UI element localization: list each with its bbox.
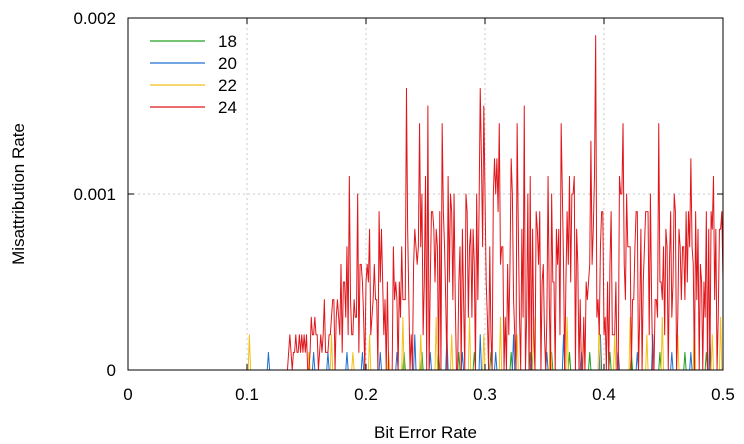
x-tick-label: 0.5 — [711, 385, 735, 404]
x-tick-label: 0.1 — [235, 385, 259, 404]
legend-label-22: 22 — [218, 76, 237, 95]
legend-label-18: 18 — [218, 32, 237, 51]
y-tick-label: 0 — [107, 361, 116, 380]
ticks — [127, 17, 724, 371]
x-tick-label: 0.4 — [592, 385, 616, 404]
y-tick-label: 0.002 — [73, 9, 116, 28]
x-axis-title: Bit Error Rate — [374, 423, 477, 442]
y-tick-label: 0.001 — [73, 185, 116, 204]
legend: 18 20 22 24 — [150, 32, 237, 117]
tick-labels: 0 0.1 0.2 0.3 0.4 0.5 0 0.001 0.002 — [73, 9, 734, 404]
y-axis-title: Misattribution Rate — [9, 123, 28, 265]
x-tick-label: 0.3 — [473, 385, 497, 404]
legend-label-20: 20 — [218, 54, 237, 73]
x-tick-label: 0 — [123, 385, 132, 404]
x-tick-label: 0.2 — [354, 385, 378, 404]
legend-label-24: 24 — [218, 98, 237, 117]
